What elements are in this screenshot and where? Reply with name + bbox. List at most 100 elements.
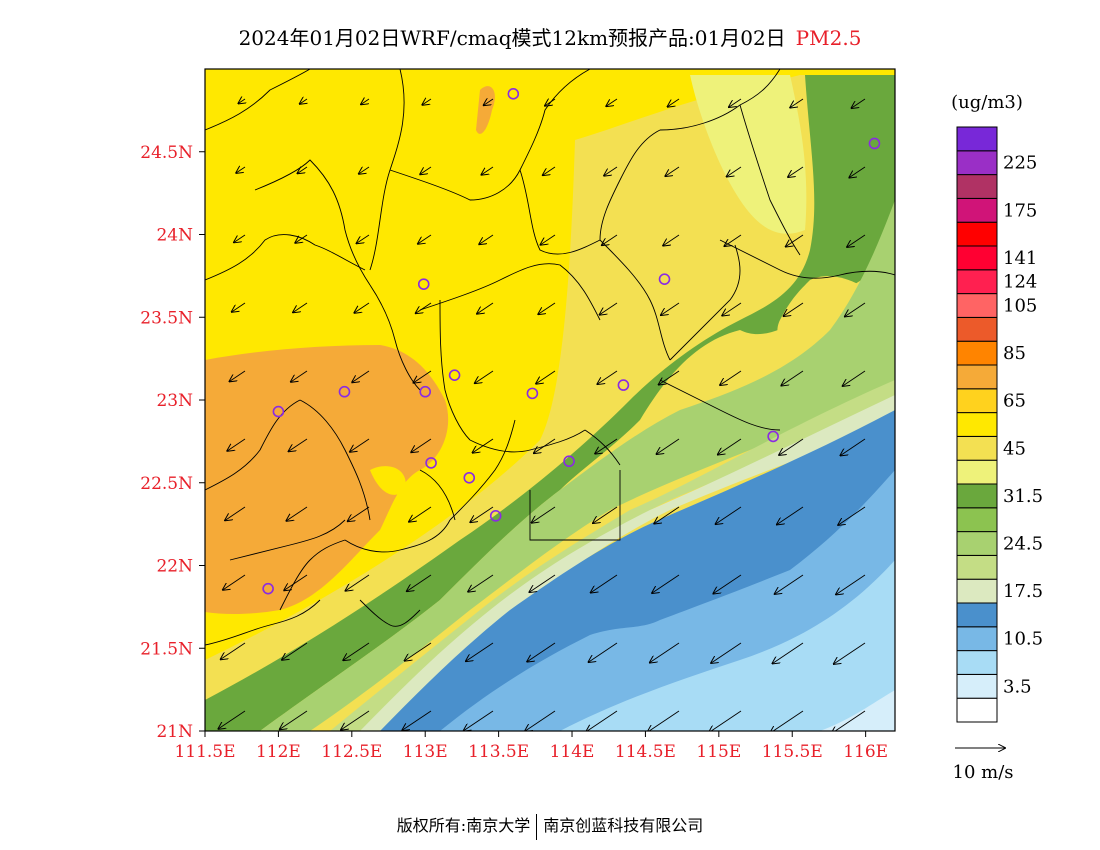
lon-tick-label: 113.5E	[468, 742, 529, 762]
wind-arrow	[291, 370, 308, 382]
station-marker	[338, 385, 351, 398]
conc-zone-yellow-island	[370, 466, 406, 495]
wind-arrow	[280, 710, 308, 729]
colorbar-swatch	[956, 150, 998, 176]
wind-arrow	[595, 438, 618, 454]
wind-arrow	[713, 574, 742, 594]
wind-arrow	[232, 302, 246, 312]
wind-arrow	[852, 98, 866, 108]
wind-arrow	[286, 506, 308, 521]
wind-arrow	[536, 370, 556, 384]
copyright-org2: 南京创蓝科技有限公司	[543, 816, 704, 835]
wind-legend: 10 m/s	[953, 748, 1014, 783]
colorbar-swatch	[956, 388, 998, 414]
colorbar-swatch	[956, 269, 998, 295]
station-marker	[463, 471, 476, 484]
colorbar-label: 65	[1003, 391, 1026, 412]
colorbar-swatch	[956, 626, 998, 652]
lon-tick-label: 115.5E	[762, 742, 823, 762]
wind-arrow	[475, 370, 494, 383]
colorbar-swatch	[956, 174, 998, 199]
station-marker	[425, 457, 437, 469]
wind-arrow	[479, 234, 494, 244]
wind-arrow	[727, 166, 742, 177]
conc-zone-31-45	[205, 75, 895, 731]
wind-arrow	[834, 642, 866, 664]
wind-arrow	[413, 370, 432, 383]
wind-arrow	[529, 574, 556, 592]
wind-arrow	[786, 234, 804, 247]
lon-tick-label: 113E	[403, 742, 448, 762]
title-main: 2024年01月02日WRF/cmaq模式12km预报产品:01月02日	[238, 26, 786, 50]
monitoring-stations	[262, 88, 881, 595]
colorbar-label: 175	[1003, 200, 1037, 221]
wind-arrow	[293, 302, 308, 312]
colorbar-swatch	[956, 650, 998, 675]
wind-arrow	[606, 98, 618, 106]
colorbar-label: 124	[1003, 272, 1037, 293]
wind-arrow	[716, 506, 742, 524]
lat-tick-label: 24.5N	[140, 143, 193, 163]
wind-arrow	[589, 642, 618, 662]
station-marker	[419, 385, 432, 398]
wind-arrow	[534, 438, 556, 453]
wind-arrow	[597, 370, 618, 384]
wind-arrow	[357, 234, 370, 243]
colorbar-swatch	[956, 221, 998, 247]
wind-arrow	[545, 99, 556, 106]
map-area	[205, 69, 895, 731]
wind-arrow	[284, 574, 308, 590]
wind-arrow	[668, 98, 680, 107]
station-marker	[563, 455, 575, 468]
wind-arrow	[282, 642, 308, 660]
wind-arrow	[350, 438, 370, 452]
wind-arrow	[218, 710, 246, 729]
colorbar-swatch	[956, 697, 998, 723]
wind-arrow	[790, 98, 804, 108]
wind-arrow	[591, 574, 618, 593]
conc-zone-pale-blue	[560, 560, 895, 731]
station-marker	[617, 379, 630, 391]
station-marker	[262, 582, 274, 595]
lon-tick-label: 112E	[256, 742, 301, 762]
wind-arrow	[849, 166, 866, 178]
colorbar-label: 225	[1003, 153, 1037, 174]
colorbar-swatch	[956, 578, 998, 604]
colorbar-swatch	[956, 531, 998, 556]
wind-arrow	[411, 438, 432, 452]
wind-arrow	[484, 99, 494, 105]
lat-tick-label: 22N	[156, 557, 193, 577]
wind-arrow	[238, 99, 245, 103]
wind-arrow	[409, 506, 432, 522]
wind-arrow	[341, 710, 370, 730]
colorbar-swatch	[956, 483, 998, 509]
wind-legend-label: 10 m/s	[953, 762, 1014, 783]
colorbar-swatch	[956, 673, 998, 699]
longitude-axis: 111.5E 112E 112.5E 113E 113.5E 114E 114.5E 115E…	[174, 731, 888, 762]
wind-arrow	[225, 506, 246, 520]
colorbar: 3.5 10.5 17.5 24.5 31.5 45 65 85 105 124 141 175 225	[956, 126, 1043, 723]
conc-zone-pale-ne	[690, 75, 807, 234]
station-marker	[272, 405, 285, 418]
wind-arrow	[586, 710, 618, 731]
wind-arrow	[665, 166, 680, 176]
wind-arrow	[602, 234, 618, 245]
wind-arrow	[532, 506, 556, 523]
lat-tick-label: 21.5N	[140, 639, 193, 659]
colorbar-label: 85	[1003, 343, 1026, 364]
wind-arrow	[473, 438, 494, 453]
lon-tick-label: 114.5E	[615, 742, 676, 762]
wind-arrow	[781, 370, 804, 386]
wind-arrow	[724, 234, 742, 246]
colorbar-label: 141	[1003, 248, 1037, 269]
wind-arrow	[470, 506, 494, 522]
conc-zone-3-10	[820, 690, 895, 731]
colorbar-label: 17.5	[1003, 581, 1043, 602]
wind-arrow	[652, 574, 680, 593]
wind-arrow	[481, 166, 494, 175]
lon-tick-label: 112.5E	[321, 742, 382, 762]
wind-arrow	[779, 438, 804, 455]
wind-arrow	[420, 166, 432, 174]
conc-zone-85-105	[205, 345, 449, 615]
